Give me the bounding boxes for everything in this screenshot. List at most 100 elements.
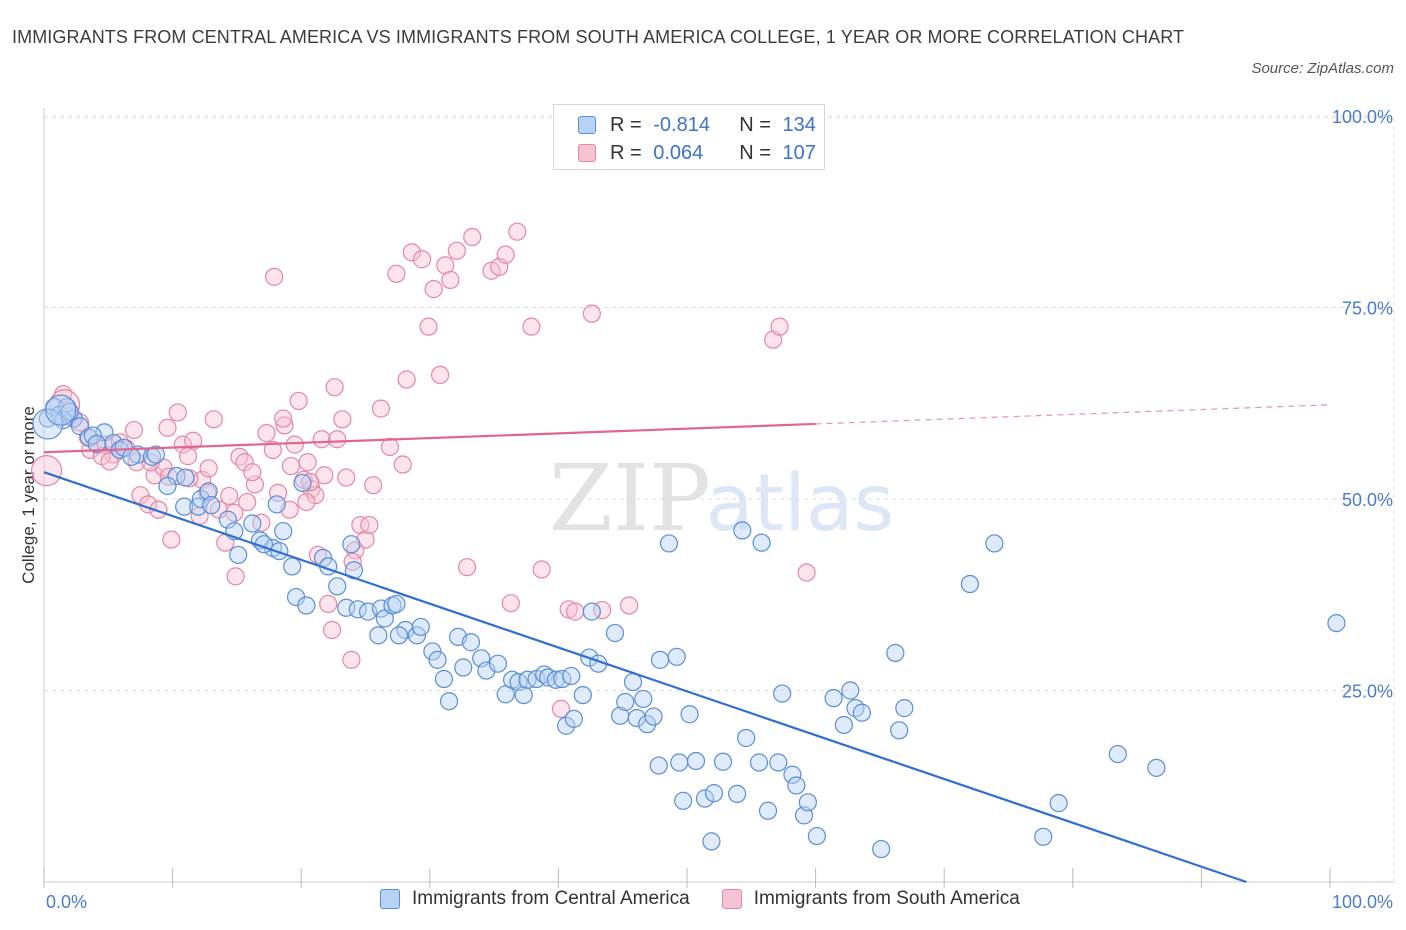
correlation-legend: R = -0.814 N = 134 R = 0.064 N = 107: [553, 104, 825, 170]
central-america-point: [752, 533, 771, 552]
south-america-point: [268, 483, 288, 502]
central-america-point: [749, 753, 769, 772]
central-america-point: [773, 684, 792, 703]
central-america-point: [650, 650, 670, 669]
axes: [43, 108, 1394, 888]
central-america-point: [202, 496, 221, 515]
source-label: Source: ZipAtlas.com: [1251, 60, 1394, 77]
central-america-point: [573, 685, 592, 705]
central-america-point: [704, 784, 724, 803]
south-america-point: [328, 430, 347, 449]
south-america-point: [178, 447, 198, 466]
south-america-point: [230, 447, 249, 466]
central-america-point: [798, 793, 817, 812]
series-central-america: [32, 394, 1346, 859]
central-america-point: [407, 626, 427, 645]
central-america-point: [686, 751, 706, 771]
central-america-point: [890, 721, 909, 740]
south-america-point: [342, 650, 361, 669]
series-legend: Immigrants from Central America Immigran…: [380, 888, 1052, 910]
y-tick-label: 25.0%: [1342, 682, 1393, 702]
south-america-point: [566, 602, 585, 621]
central-america-point: [158, 476, 177, 496]
central-america-point: [807, 826, 826, 846]
south-america-point: [274, 409, 293, 428]
legend-row-south-america: R = 0.064 N = 107: [578, 139, 816, 167]
central-america-point: [985, 534, 1004, 553]
central-america-point: [695, 789, 715, 808]
south-america-point: [257, 424, 276, 443]
south-america-point: [235, 453, 254, 472]
south-america-point: [225, 503, 244, 522]
central-america-point: [713, 752, 733, 771]
legend-r-value: -0.814: [653, 113, 710, 136]
central-america-point: [434, 669, 454, 689]
central-america-point: [514, 685, 533, 705]
south-america-point: [204, 410, 223, 429]
south-america-point: [522, 317, 541, 336]
central-america-point: [175, 497, 194, 516]
central-america-point: [616, 692, 635, 712]
south-america-point: [457, 558, 477, 577]
central-america-point: [562, 666, 581, 686]
central-america-point: [895, 699, 914, 718]
south-america-point: [364, 476, 383, 495]
central-america-point: [960, 574, 980, 594]
central-america-point: [191, 489, 210, 509]
legend-n-label: N =: [739, 141, 771, 164]
central-america-point: [667, 647, 686, 666]
central-america-point: [702, 832, 721, 851]
central-america-point: [769, 753, 788, 772]
south-america-point: [168, 403, 187, 422]
south-america-point: [387, 264, 406, 283]
south-america-point: [463, 227, 482, 247]
south-america-point: [285, 435, 304, 454]
watermark-atlas: atlas: [706, 459, 895, 549]
south-america-point: [173, 435, 192, 454]
south-america-point: [238, 492, 257, 512]
central-america-point: [477, 661, 496, 680]
south-america-point: [582, 304, 601, 323]
legend-n-value: 134: [782, 113, 816, 136]
trend-line: [43, 471, 1247, 884]
central-america-point: [461, 633, 481, 652]
central-america-point: [488, 654, 508, 673]
central-america-point: [218, 510, 237, 529]
south-america-point: [397, 370, 416, 389]
central-america-point: [167, 466, 186, 486]
legend-row-central-america: R = -0.814 N = 134: [578, 111, 816, 139]
south-america-point: [297, 492, 316, 512]
central-america-point: [176, 468, 195, 487]
legend-item-south-america: Immigrants from South America: [721, 888, 1020, 910]
trend-line-extension: [815, 404, 1331, 425]
legend-r-label: R =: [610, 113, 642, 136]
y-axis-label: College, 1 year or more: [19, 406, 38, 584]
south-america-point: [371, 399, 391, 418]
south-america-point: [30, 455, 63, 487]
central-america-point: [411, 617, 430, 637]
south-america-point: [308, 545, 328, 565]
south-america-point: [393, 455, 412, 474]
central-america-point: [670, 753, 689, 772]
south-america-point: [333, 410, 352, 429]
trend-line: [43, 422, 816, 454]
south-america-point: [402, 243, 421, 262]
central-america-point: [387, 594, 406, 614]
central-america-point: [623, 672, 643, 692]
south-america-point: [501, 594, 520, 613]
central-america-point: [546, 670, 565, 689]
central-america-point: [1049, 794, 1068, 813]
south-america-point: [356, 530, 375, 549]
central-america-point: [328, 577, 347, 596]
south-america-point: [325, 378, 344, 397]
y-tick-label: 100.0%: [1332, 107, 1393, 127]
south-america-point: [337, 468, 356, 487]
south-america-point: [263, 440, 283, 460]
central-america-point: [824, 689, 843, 708]
central-america-point: [564, 709, 583, 728]
legend-swatch-pink: [578, 144, 596, 162]
legend-r-label: R =: [610, 141, 642, 164]
south-america-point: [620, 596, 639, 615]
central-america-point: [1034, 827, 1053, 846]
legend-label-central-america: Immigrants from Central America: [412, 888, 690, 909]
